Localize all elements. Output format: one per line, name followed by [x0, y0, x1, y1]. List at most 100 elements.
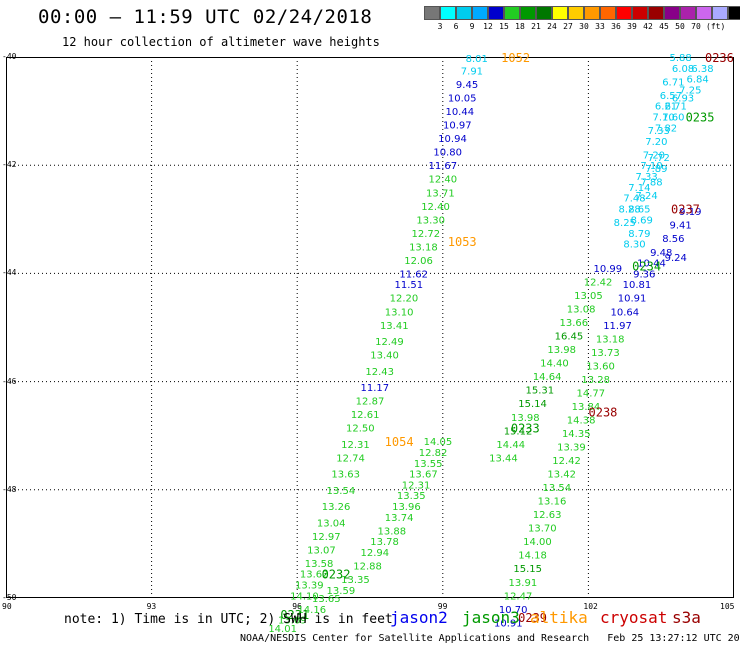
color-swatch [472, 6, 488, 20]
wave-height-value: 13.54 [543, 483, 572, 494]
color-scale-label: (ft) [706, 22, 726, 31]
wave-height-value: 16.45 [555, 332, 584, 343]
wave-height-value: 8.79 [628, 229, 650, 240]
wave-height-value: 13.35 [341, 575, 370, 586]
wave-height-value: 7.20 [643, 150, 665, 161]
pass-time-label: 0239 [518, 611, 547, 625]
wave-height-value: 12.87 [356, 397, 385, 408]
wave-height-value: 7.10 [652, 113, 674, 124]
wave-height-value: 14.01 [268, 624, 297, 635]
lon-tick-label: 96 [292, 602, 302, 611]
wave-height-value: 6.71 [662, 77, 684, 88]
color-scale-label: 33 [595, 22, 605, 31]
wave-height-value: 13.96 [392, 502, 421, 513]
color-scale-label: 21 [531, 22, 541, 31]
pass-time-label: 0232 [322, 568, 351, 582]
color-scale-label: 36 [611, 22, 621, 31]
wave-height-value: 13.62 [300, 570, 329, 581]
page-title: 00:00 – 11:59 UTC 02/24/2018 [38, 6, 373, 28]
wave-height-value: 9.45 [456, 80, 478, 91]
lon-tick-label: 105 [720, 602, 735, 611]
wave-height-value: 13.54 [327, 486, 356, 497]
wave-height-value: 12.20 [390, 294, 419, 305]
wave-height-value: 13.66 [560, 318, 589, 329]
wave-height-value: 8.69 [631, 215, 653, 226]
wave-height-value: 12.72 [411, 229, 440, 240]
legend-jason3: jason3 [462, 608, 520, 627]
wave-height-value: 15.31 [526, 386, 555, 397]
wave-height-value: 13.65 [312, 594, 341, 605]
wave-height-value: 13.16 [538, 497, 567, 508]
wave-height-value: 13.60 [586, 361, 615, 372]
wave-height-value: 13.26 [322, 502, 351, 513]
wave-height-value: 13.39 [295, 580, 324, 591]
color-swatch [696, 6, 712, 20]
wave-height-value: 7.33 [648, 126, 670, 137]
wave-height-value: 13.30 [416, 215, 445, 226]
color-scale-label: 30 [579, 22, 589, 31]
color-scale-labels: 3 6 9 12 15 18 21 24 27 30 33 36 39 42 45 50 70 (ft) [424, 22, 740, 34]
lon-tick-label: 102 [583, 602, 598, 611]
wave-height-value: 13.59 [327, 586, 356, 597]
pass-time-label: 1052 [501, 51, 530, 65]
wave-height-value: 12.40 [421, 202, 450, 213]
wave-height-value: 12.74 [336, 453, 365, 464]
lat-tick-label: -42 [2, 160, 17, 170]
wave-height-value: 13.04 [317, 518, 346, 529]
lat-tick-label: -44 [2, 268, 17, 278]
wave-height-value: 7.33 [636, 172, 658, 183]
wave-height-value: 14.77 [577, 388, 606, 399]
wave-height-value: 13.78 [370, 537, 399, 548]
map-frame [6, 57, 734, 598]
color-swatch [568, 6, 584, 20]
wave-height-value: 12.61 [351, 410, 380, 421]
wave-height-value: 14.40 [540, 359, 569, 370]
wave-height-value: 7.60 [662, 113, 684, 124]
lat-tick-label: -46 [2, 376, 17, 386]
wave-height-value: 10.81 [623, 280, 652, 291]
wave-height-value: 6.21 [655, 102, 677, 113]
wave-height-value: 13.98 [547, 345, 576, 356]
wave-height-value: 5.88 [669, 53, 691, 64]
wave-height-value: 10.99 [593, 264, 622, 275]
wave-height-value: 14.05 [424, 437, 453, 448]
color-swatch [712, 6, 728, 20]
color-swatch [488, 6, 504, 20]
wave-height-value: 10.91 [494, 618, 523, 629]
wave-height-value: 12.40 [428, 175, 457, 186]
wave-height-value: 13.55 [414, 459, 443, 470]
wave-height-value: 7.82 [655, 123, 677, 134]
lon-tick-label: 99 [437, 602, 448, 611]
color-swatch [680, 6, 696, 20]
color-scale-label: 18 [515, 22, 525, 31]
wave-height-value: 13.71 [426, 188, 455, 199]
wave-height-value: 14.10 [290, 591, 319, 602]
color-swatch [600, 6, 616, 20]
wave-height-value: 13.67 [409, 470, 438, 481]
wave-height-value: 13.98 [511, 413, 540, 424]
wave-height-value: 13.08 [567, 305, 596, 316]
wave-height-value: 12.43 [365, 367, 394, 378]
wave-height-value: 9.19 [679, 207, 701, 218]
wave-height-value: 7.10 [640, 161, 662, 172]
wave-height-value: 13.28 [581, 375, 610, 386]
color-scale-label: 42 [643, 22, 653, 31]
color-scale-label: 9 [469, 22, 475, 31]
color-scale-label: 24 [547, 22, 557, 31]
wave-height-value: 13.39 [557, 443, 586, 454]
wave-height-value: 9.24 [665, 253, 687, 264]
wave-height-value: 10.80 [433, 148, 462, 159]
wave-height-value: 6.57 [660, 91, 682, 102]
color-scale-label: 50 [675, 22, 685, 31]
wave-height-value: 13.73 [591, 348, 620, 359]
wave-height-value: 12.42 [552, 456, 581, 467]
wave-height-value: 12.97 [312, 532, 341, 543]
wave-height-value: 11.67 [428, 161, 457, 172]
wave-height-value: 13.44 [489, 453, 518, 464]
color-scale-label: 12 [483, 22, 493, 31]
wave-height-value: 11.17 [361, 383, 390, 394]
wave-height-value: 11.97 [603, 321, 632, 332]
lat-tick-label: -48 [2, 484, 17, 494]
wave-height-value: 12.82 [419, 448, 448, 459]
